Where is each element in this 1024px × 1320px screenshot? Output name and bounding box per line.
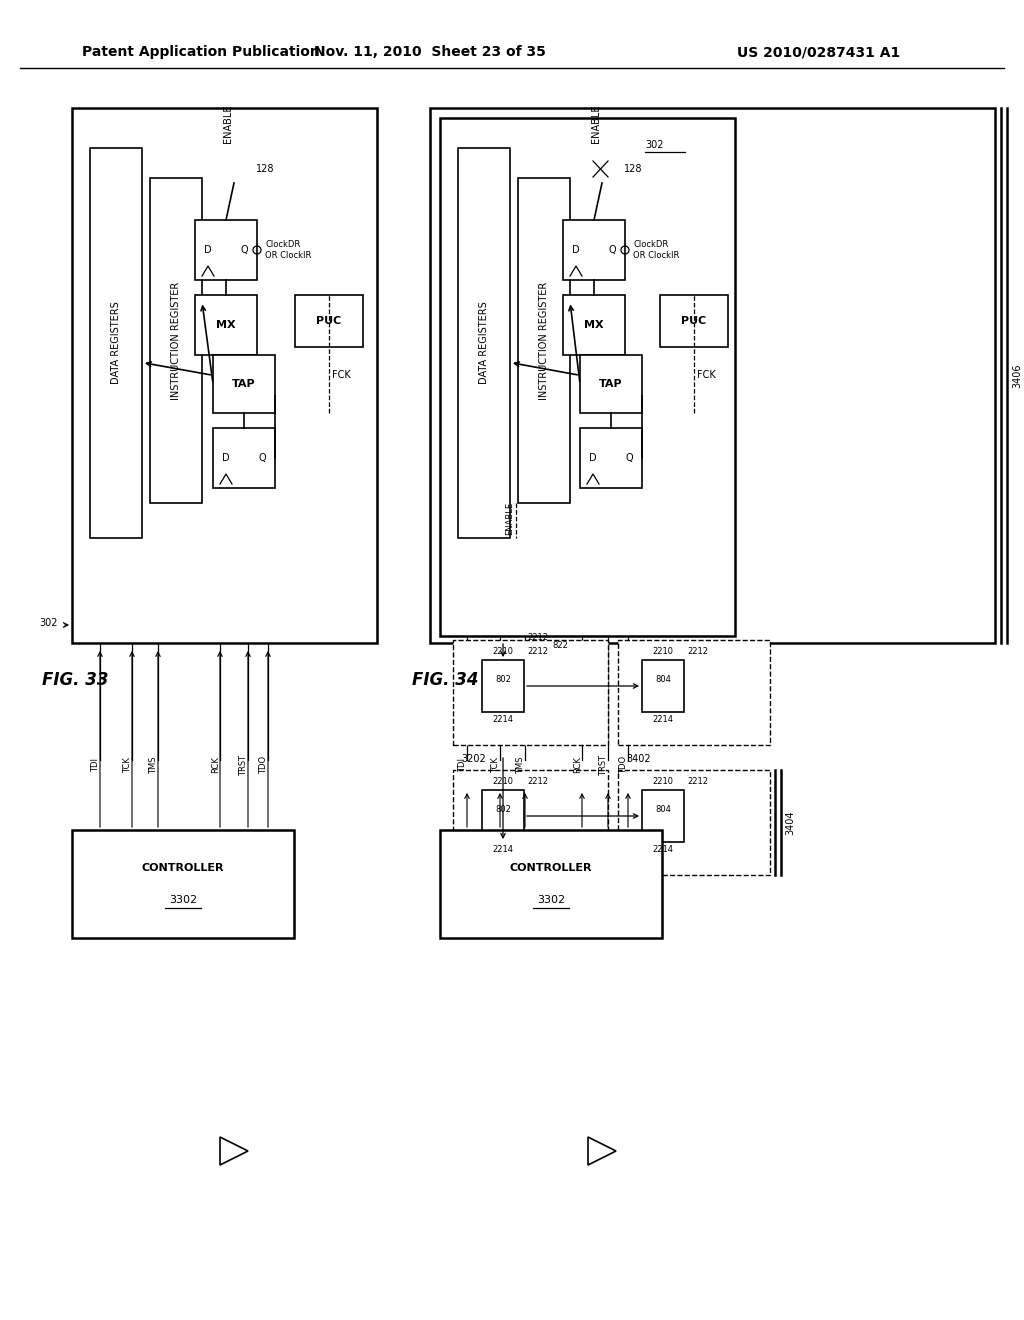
Text: TMS: TMS <box>516 756 525 774</box>
Bar <box>72 108 377 643</box>
Text: Q: Q <box>626 453 633 463</box>
Text: Q: Q <box>608 246 615 255</box>
Text: TCK: TCK <box>490 758 500 774</box>
Text: 2212: 2212 <box>687 648 709 656</box>
Text: 2212: 2212 <box>687 777 709 787</box>
Bar <box>453 770 608 875</box>
Text: Nov. 11, 2010  Sheet 23 of 35: Nov. 11, 2010 Sheet 23 of 35 <box>314 45 546 59</box>
Bar <box>482 789 524 842</box>
Bar <box>563 294 625 355</box>
Text: 2210: 2210 <box>493 648 513 656</box>
Text: TAP: TAP <box>232 379 256 389</box>
Text: ENABLE: ENABLE <box>591 104 601 143</box>
Text: RCK: RCK <box>211 756 220 774</box>
Text: 2210: 2210 <box>652 777 674 787</box>
Text: 128: 128 <box>256 164 274 174</box>
Text: RCK: RCK <box>573 756 582 774</box>
Text: ENABLE: ENABLE <box>223 104 233 143</box>
Bar <box>213 355 275 413</box>
Text: 804: 804 <box>655 676 671 684</box>
Text: Patent Application Publication: Patent Application Publication <box>82 45 319 59</box>
Bar <box>618 640 770 744</box>
Text: 2210: 2210 <box>652 648 674 656</box>
Bar <box>642 789 684 842</box>
Text: TAP: TAP <box>599 379 623 389</box>
Text: PUC: PUC <box>681 315 707 326</box>
Bar <box>580 355 642 413</box>
Text: FCK: FCK <box>332 370 351 380</box>
Text: D: D <box>589 453 597 463</box>
Text: TMS: TMS <box>150 756 158 774</box>
Bar <box>195 294 257 355</box>
Bar <box>440 830 662 939</box>
Bar <box>90 148 142 539</box>
Bar <box>72 830 294 939</box>
Bar <box>440 117 735 636</box>
Text: 128: 128 <box>624 164 642 174</box>
Text: DATA REGISTERS: DATA REGISTERS <box>479 302 489 384</box>
Bar <box>150 178 202 503</box>
Text: 822: 822 <box>552 640 568 649</box>
Text: 804: 804 <box>655 805 671 814</box>
Text: 302: 302 <box>645 140 664 150</box>
Text: TDO: TDO <box>618 756 628 774</box>
Text: ClockDR
OR ClockIR: ClockDR OR ClockIR <box>265 240 311 260</box>
Bar <box>453 640 608 744</box>
Text: INSTRUCTION REGISTER: INSTRUCTION REGISTER <box>539 281 549 400</box>
Text: TDI: TDI <box>458 758 467 772</box>
Bar <box>482 660 524 711</box>
Text: Q: Q <box>258 453 266 463</box>
Text: 2214: 2214 <box>493 846 513 854</box>
Text: 3404: 3404 <box>785 810 795 834</box>
Bar <box>195 220 257 280</box>
Text: 2214: 2214 <box>652 846 674 854</box>
Bar <box>518 178 570 503</box>
Text: CONTROLLER: CONTROLLER <box>510 863 592 873</box>
Text: 3202: 3202 <box>461 754 485 764</box>
Bar <box>642 660 684 711</box>
Bar <box>430 108 995 643</box>
Text: 2212: 2212 <box>527 777 549 787</box>
Text: CONTROLLER: CONTROLLER <box>141 863 224 873</box>
Text: PUC: PUC <box>316 315 342 326</box>
Text: 302: 302 <box>40 618 58 628</box>
Text: TDI: TDI <box>91 758 100 772</box>
Text: 2214: 2214 <box>652 715 674 725</box>
Text: ENABLE: ENABLE <box>505 502 514 535</box>
Text: 3302: 3302 <box>537 895 565 906</box>
Text: FCK: FCK <box>697 370 716 380</box>
Text: D: D <box>222 453 229 463</box>
Text: 2210: 2210 <box>493 777 513 787</box>
Text: 802: 802 <box>495 805 511 814</box>
Text: 802: 802 <box>495 676 511 684</box>
Text: 2214: 2214 <box>493 715 513 725</box>
Bar <box>660 294 728 347</box>
Text: 3406: 3406 <box>1012 363 1022 388</box>
Text: D: D <box>572 246 580 255</box>
Text: 2212: 2212 <box>527 634 549 643</box>
Text: D: D <box>204 246 212 255</box>
Text: ClockDR
OR ClockIR: ClockDR OR ClockIR <box>633 240 679 260</box>
Text: Q: Q <box>241 246 248 255</box>
Text: 3302: 3302 <box>169 895 197 906</box>
Bar <box>580 428 642 488</box>
Bar <box>213 428 275 488</box>
Bar <box>563 220 625 280</box>
Text: FIG. 33: FIG. 33 <box>42 671 109 689</box>
Text: TRST: TRST <box>239 755 248 776</box>
Text: INSTRUCTION REGISTER: INSTRUCTION REGISTER <box>171 281 181 400</box>
Text: FIG. 34: FIG. 34 <box>412 671 478 689</box>
Text: DATA REGISTERS: DATA REGISTERS <box>111 302 121 384</box>
Text: 2212: 2212 <box>527 648 549 656</box>
Bar <box>618 770 770 875</box>
Text: MX: MX <box>584 319 604 330</box>
Text: MX: MX <box>216 319 236 330</box>
Bar <box>458 148 510 539</box>
Text: TDO: TDO <box>259 756 268 774</box>
Text: TCK: TCK <box>123 758 132 774</box>
Text: US 2010/0287431 A1: US 2010/0287431 A1 <box>736 45 900 59</box>
Text: TRST: TRST <box>599 755 608 776</box>
Bar <box>295 294 362 347</box>
Text: 3402: 3402 <box>626 754 650 764</box>
